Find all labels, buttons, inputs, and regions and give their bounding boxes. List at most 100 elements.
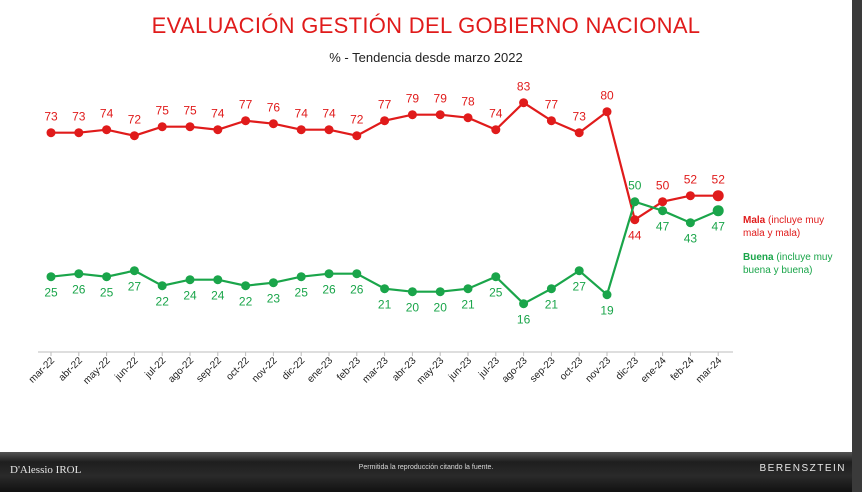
data-label-mala: 72: [128, 113, 142, 127]
x-tick-label: sep-22: [195, 355, 225, 385]
data-label-buena: 50: [628, 179, 642, 193]
data-label-mala: 77: [239, 98, 253, 112]
data-label-buena: 21: [461, 298, 475, 312]
data-point-mala: [185, 122, 195, 132]
footer-bar: D'Alessio IROL Permitida la reproducción…: [0, 452, 852, 492]
data-point-mala: [46, 128, 56, 138]
data-label-mala: 73: [44, 110, 58, 124]
data-point-mala: [712, 190, 724, 202]
x-tick-label: ene-24: [639, 355, 669, 385]
data-label-mala: 74: [100, 107, 114, 121]
chart-title: EVALUACIÓN GESTIÓN DEL GOBIERNO NACIONAL: [151, 13, 701, 38]
data-point-buena: [435, 287, 445, 297]
data-label-buena: 20: [406, 301, 420, 315]
data-label-mala: 52: [712, 173, 726, 187]
data-label-mala: 83: [517, 80, 531, 94]
chart-slide: EVALUACIÓN GESTIÓN DEL GOBIERNO NACIONAL…: [26, 0, 853, 452]
data-label-buena: 22: [239, 295, 253, 309]
data-point-mala: [602, 107, 612, 117]
data-point-mala: [296, 125, 306, 135]
data-point-mala: [519, 98, 529, 108]
data-point-buena: [102, 272, 112, 282]
x-tick-label: jul-22: [143, 355, 169, 381]
legend-mala: Mala (incluye muy mala y mala): [743, 214, 848, 240]
data-point-buena: [380, 284, 390, 294]
data-label-buena: 23: [267, 292, 281, 306]
data-point-buena: [46, 272, 56, 282]
legend-mala-name: Mala: [743, 215, 766, 226]
data-label-mala: 77: [545, 98, 559, 112]
x-tick-label: ago-23: [500, 355, 530, 385]
data-point-mala: [658, 197, 668, 207]
window-edge: [852, 0, 862, 492]
data-point-mala: [685, 191, 695, 201]
data-point-buena: [241, 281, 251, 291]
data-point-mala: [74, 128, 84, 138]
data-label-buena: 27: [573, 280, 587, 294]
data-label-buena: 43: [684, 232, 698, 246]
data-label-buena: 25: [489, 286, 503, 300]
data-label-mala: 52: [684, 173, 698, 187]
x-tick-label: feb-24: [669, 355, 697, 383]
data-label-buena: 20: [434, 301, 448, 315]
x-tick-label: mar-22: [27, 355, 57, 385]
x-tick-label: may-22: [81, 355, 113, 387]
data-label-mala: 75: [156, 104, 170, 118]
data-point-mala: [491, 125, 501, 135]
data-point-mala: [157, 122, 167, 132]
data-label-buena: 21: [545, 298, 559, 312]
data-point-buena: [602, 290, 612, 300]
x-tick-label: jun-22: [112, 355, 140, 383]
data-label-buena: 26: [72, 283, 86, 297]
data-point-buena: [74, 269, 84, 279]
x-tick-label: jul-23: [476, 355, 502, 381]
legend-mala-desc: (incluye muy mala y mala): [743, 215, 825, 239]
footer-note: Permitida la reproducción citando la fue…: [358, 464, 494, 471]
data-label-mala: 79: [434, 92, 448, 106]
x-tick-label: mar-23: [361, 355, 391, 385]
legend-buena-desc: (incluye muy buena y buena): [743, 252, 833, 276]
data-label-mala: 73: [573, 110, 587, 124]
data-label-mala: 75: [183, 104, 197, 118]
data-point-mala: [102, 125, 112, 135]
x-tick-label: nov-22: [250, 355, 280, 385]
data-label-mala: 74: [295, 107, 309, 121]
x-tick-label: ene-23: [305, 355, 335, 385]
data-label-mala: 79: [406, 92, 420, 106]
x-tick-label: ago-22: [166, 355, 196, 385]
data-point-mala: [324, 125, 334, 135]
data-point-buena: [658, 206, 668, 216]
data-point-mala: [129, 131, 139, 141]
data-point-mala: [352, 131, 362, 141]
data-point-mala: [574, 128, 584, 138]
legend-buena: Buena (incluye muy buena y buena): [743, 251, 848, 277]
x-tick-label: dic-23: [614, 355, 641, 382]
x-tick-label: oct-23: [558, 355, 586, 383]
data-label-buena: 47: [656, 220, 670, 234]
data-label-buena: 22: [156, 295, 170, 309]
data-point-buena: [407, 287, 417, 297]
data-label-buena: 47: [712, 220, 726, 234]
data-label-buena: 24: [211, 289, 225, 303]
data-label-mala: 78: [461, 95, 475, 109]
x-tick-label: jun-23: [446, 355, 474, 383]
data-label-buena: 16: [517, 313, 531, 327]
legend-buena-name: Buena: [743, 252, 774, 263]
data-point-mala: [241, 116, 251, 126]
data-point-mala: [435, 110, 445, 120]
data-point-buena: [685, 218, 695, 228]
data-point-buena: [185, 275, 195, 285]
data-label-mala: 74: [489, 107, 503, 121]
data-label-mala: 76: [267, 101, 281, 115]
data-point-buena: [463, 284, 473, 294]
data-point-buena: [546, 284, 556, 294]
data-point-mala: [213, 125, 223, 135]
data-point-buena: [157, 281, 167, 291]
x-tick-label: sep-23: [528, 355, 558, 385]
footer-logo-berensztein: BERENSZTEIN: [759, 463, 846, 474]
data-point-buena: [352, 269, 362, 279]
x-tick-label: oct-22: [224, 355, 252, 383]
data-label-buena: 27: [128, 280, 142, 294]
data-label-buena: 26: [322, 283, 336, 297]
x-tick-label: feb-23: [335, 355, 363, 383]
